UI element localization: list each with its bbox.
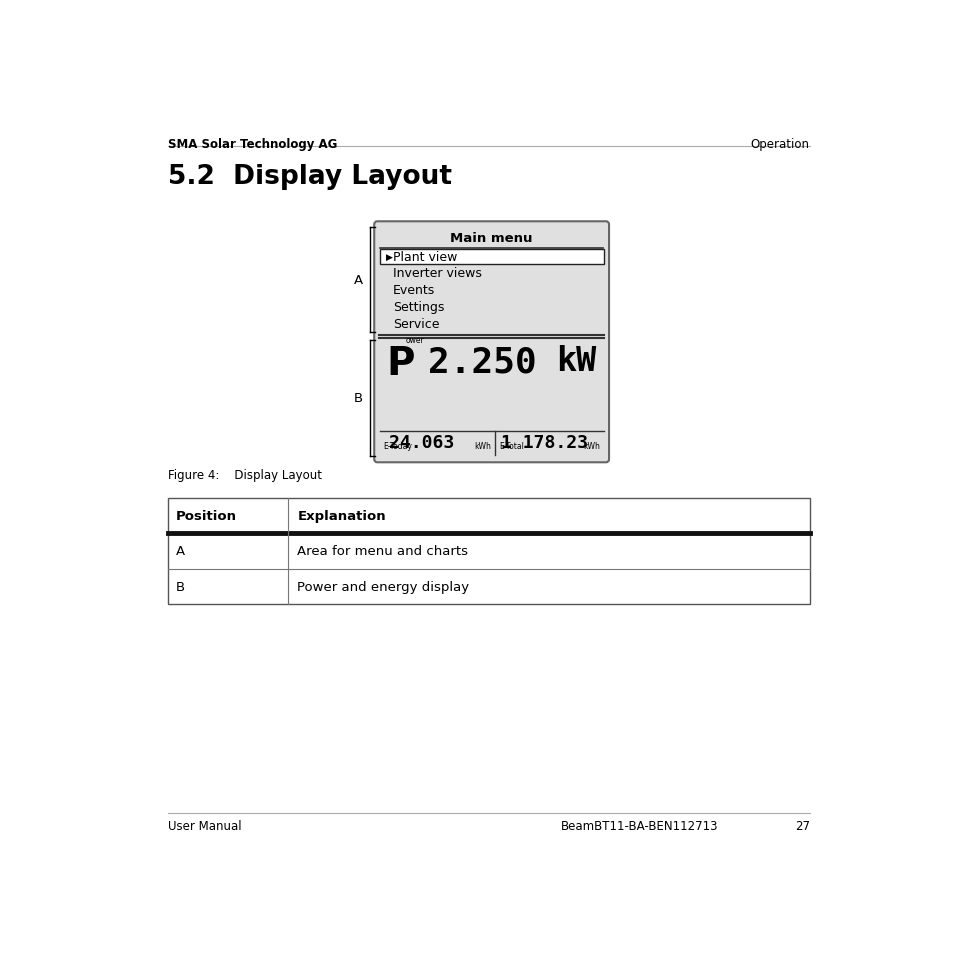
Text: A: A (175, 545, 185, 558)
Text: E-Today: E-Today (383, 441, 412, 451)
Text: Explanation: Explanation (297, 510, 386, 522)
Text: Area for menu and charts: Area for menu and charts (297, 545, 468, 558)
Text: kW: kW (556, 345, 596, 378)
Text: 1 178.23: 1 178.23 (500, 434, 588, 452)
Text: Events: Events (393, 284, 435, 297)
Text: kWh: kWh (583, 441, 599, 451)
Text: ▶: ▶ (385, 253, 393, 262)
Text: 5.2  Display Layout: 5.2 Display Layout (168, 164, 452, 190)
Text: 2.250: 2.250 (427, 345, 536, 379)
Text: BeamBT11-BA-BEN112713: BeamBT11-BA-BEN112713 (560, 819, 718, 832)
Text: E-Total: E-Total (498, 441, 523, 451)
Text: ower: ower (405, 335, 423, 345)
Text: Position: Position (175, 510, 236, 522)
Text: Service: Service (393, 318, 439, 331)
Text: kWh: kWh (474, 441, 491, 451)
Text: Inverter views: Inverter views (393, 267, 481, 280)
Text: Main menu: Main menu (450, 232, 533, 245)
Bar (168, 498, 809, 604)
Text: SMA Solar Technology AG: SMA Solar Technology AG (168, 137, 337, 151)
Text: B: B (175, 580, 185, 593)
Text: 24.063: 24.063 (389, 434, 454, 452)
FancyBboxPatch shape (374, 222, 608, 463)
Text: A: A (354, 274, 363, 287)
Text: Operation: Operation (750, 137, 809, 151)
Text: Settings: Settings (393, 301, 444, 314)
Text: P: P (386, 345, 415, 383)
Text: Figure 4:    Display Layout: Figure 4: Display Layout (168, 469, 322, 482)
Text: Power and energy display: Power and energy display (297, 580, 469, 593)
Bar (379, 250, 603, 265)
Text: Plant view: Plant view (393, 251, 456, 264)
Text: B: B (354, 392, 363, 405)
Text: 27: 27 (794, 819, 809, 832)
Text: User Manual: User Manual (168, 819, 241, 832)
